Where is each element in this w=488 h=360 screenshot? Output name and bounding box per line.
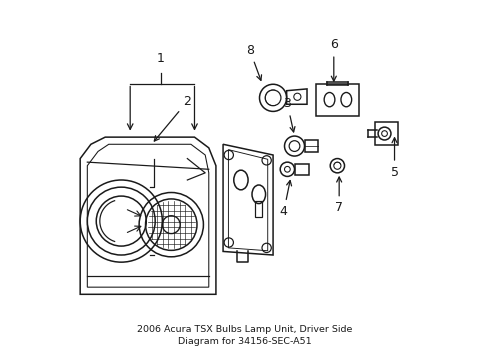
Text: 4: 4 — [279, 180, 291, 218]
Text: 2006 Acura TSX Bulbs Lamp Unit, Driver Side
Diagram for 34156-SEC-A51: 2006 Acura TSX Bulbs Lamp Unit, Driver S… — [137, 325, 351, 346]
Text: 1: 1 — [156, 52, 164, 65]
Text: 3: 3 — [283, 97, 294, 132]
Text: 6: 6 — [329, 39, 337, 81]
Text: 2: 2 — [154, 95, 191, 141]
Text: 5: 5 — [390, 138, 398, 179]
Text: 7: 7 — [334, 177, 343, 215]
Text: 8: 8 — [245, 44, 261, 80]
